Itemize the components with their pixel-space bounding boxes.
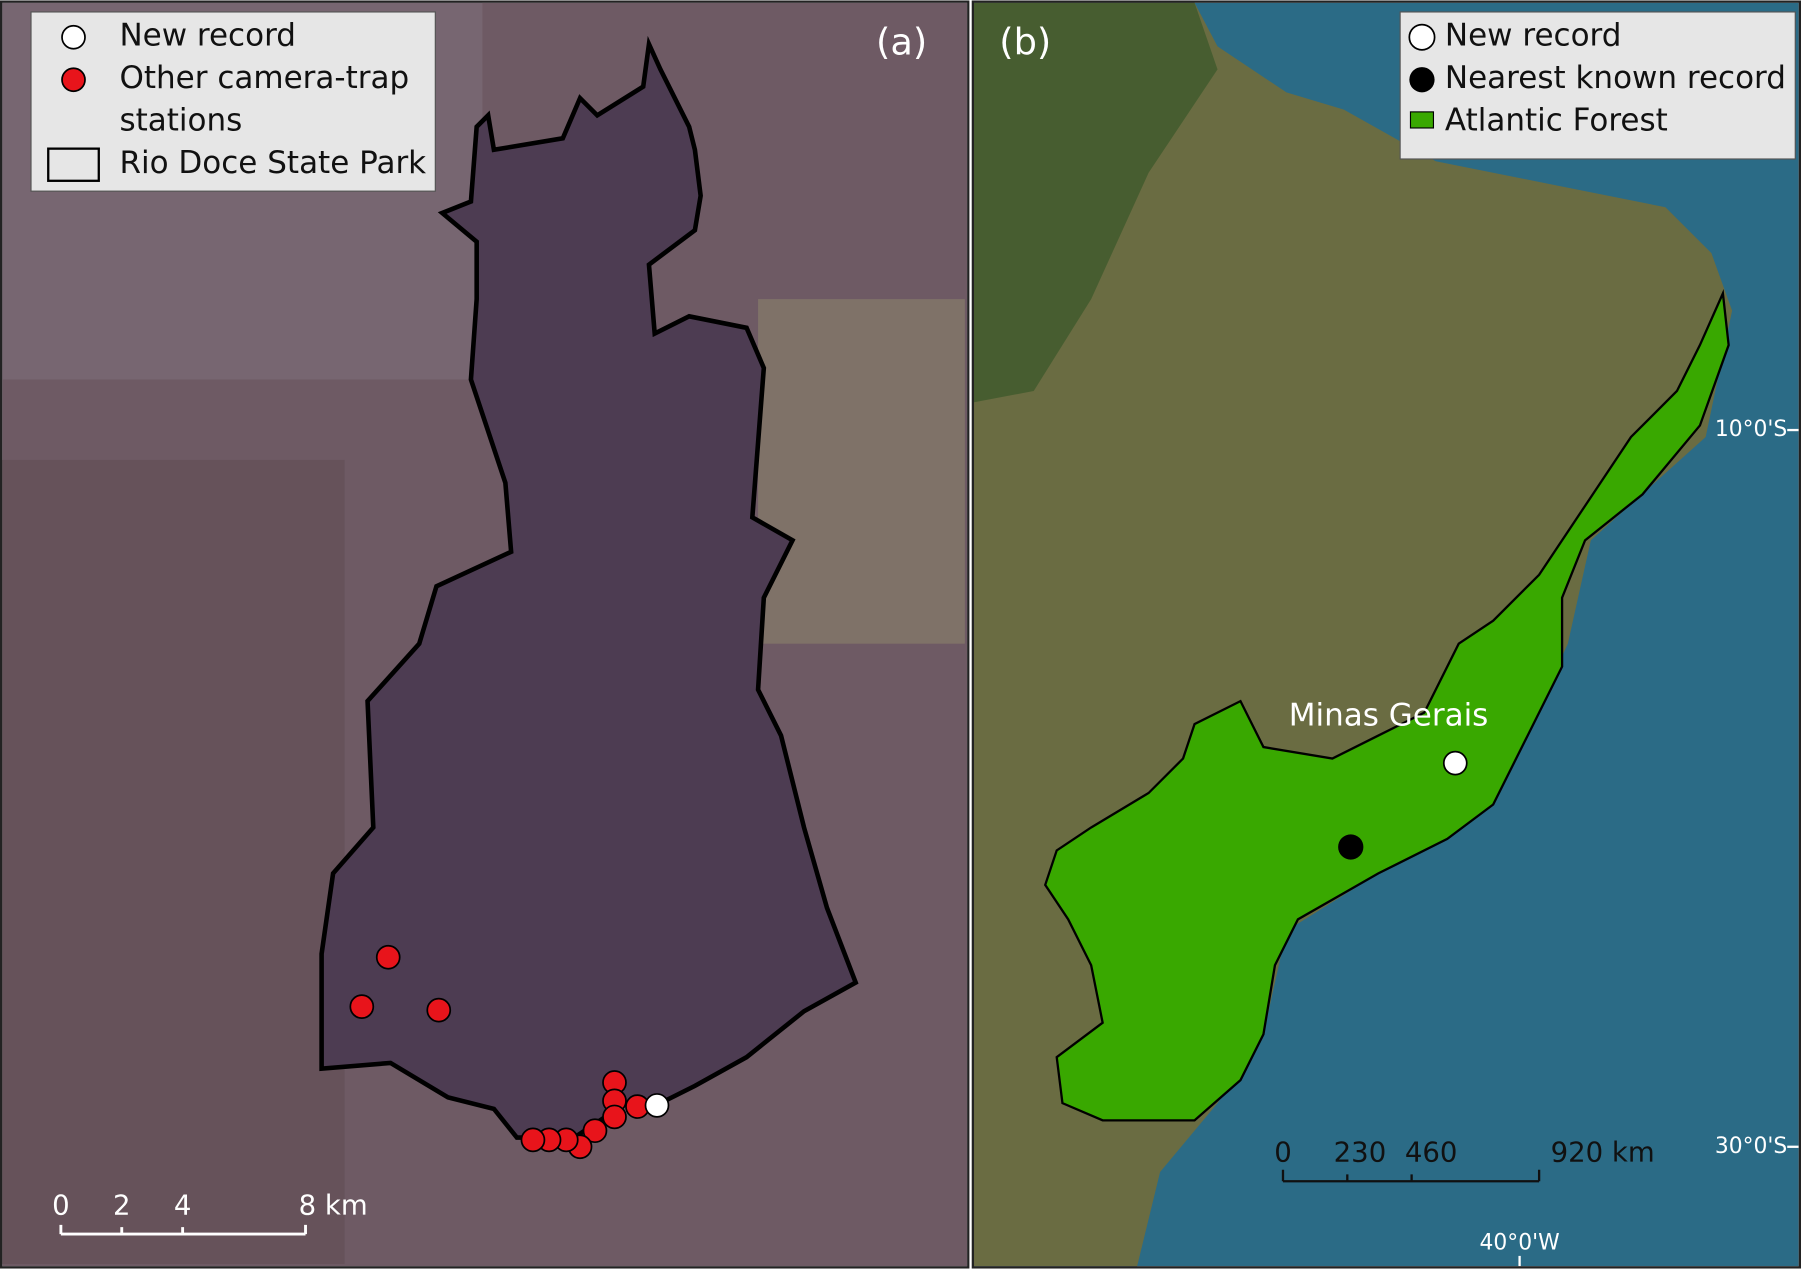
legend-symbol xyxy=(61,67,86,93)
scale-label: 2 xyxy=(113,1190,131,1222)
scale-label: 920 km xyxy=(1551,1137,1655,1169)
legend-symbol xyxy=(1409,67,1435,93)
legend-entry: Nearest known record xyxy=(1445,60,1786,96)
new-record-point xyxy=(1442,750,1468,776)
scale-bar: 0 2 4 8 km xyxy=(52,1190,368,1236)
station xyxy=(375,944,401,970)
farmland xyxy=(758,299,965,644)
legend-entry: stations xyxy=(119,103,242,139)
latitude-label: 10°0'S xyxy=(1715,417,1787,442)
scale-label: 460 xyxy=(1405,1137,1458,1169)
station xyxy=(349,994,375,1019)
scale-label: 8 km xyxy=(299,1190,368,1222)
legend-entry: Atlantic Forest xyxy=(1445,103,1668,139)
scale-line xyxy=(1281,1169,1541,1183)
legend-symbol xyxy=(1408,23,1436,51)
scale-label: 230 xyxy=(1334,1137,1387,1169)
legend-entry: Other camera-trap xyxy=(119,60,409,96)
longitude-label: 40°0'W xyxy=(1480,1230,1560,1255)
panel-frame xyxy=(971,0,1801,1269)
scale-label: 4 xyxy=(174,1190,192,1222)
new-record-point xyxy=(644,1093,670,1118)
panel-label: (b) xyxy=(999,21,1051,64)
latitude-label: 30°0'S xyxy=(1715,1134,1787,1159)
station xyxy=(520,1127,546,1153)
nearest-record-point xyxy=(1338,834,1364,860)
panel-frame xyxy=(0,0,970,1269)
panel-b: Minas Gerais (b) New record Nearest know… xyxy=(971,0,1801,1269)
scale-line xyxy=(59,1224,307,1236)
panel-a: (a) New record Other camera-trap station… xyxy=(0,0,970,1269)
amazon-forest xyxy=(972,2,1218,403)
legend-symbol xyxy=(1409,111,1435,129)
legend: New record Other camera-trap stations Ri… xyxy=(30,11,436,192)
hills xyxy=(0,459,345,1264)
camera-stations xyxy=(349,944,650,1160)
place-label: Minas Gerais xyxy=(1289,698,1489,734)
legend-symbol xyxy=(61,24,86,50)
scale-bar: 0 230 460 920 km xyxy=(1274,1137,1655,1183)
scale-label: 0 xyxy=(1274,1137,1292,1169)
scale-label: 0 xyxy=(52,1190,70,1222)
legend-box xyxy=(1399,11,1796,160)
legend: New record Nearest known record Atlantic… xyxy=(1399,11,1796,160)
legend-symbol xyxy=(47,147,100,182)
station xyxy=(582,1118,608,1144)
legend-entry: Rio Doce State Park xyxy=(119,145,426,181)
atlantic-forest xyxy=(1043,289,1730,1122)
legend-entry: New record xyxy=(119,18,296,54)
park-boundary xyxy=(319,35,859,1140)
panel-label: (a) xyxy=(876,21,927,64)
legend-entry: New record xyxy=(1445,18,1622,54)
station xyxy=(426,997,452,1023)
station xyxy=(602,1104,627,1130)
